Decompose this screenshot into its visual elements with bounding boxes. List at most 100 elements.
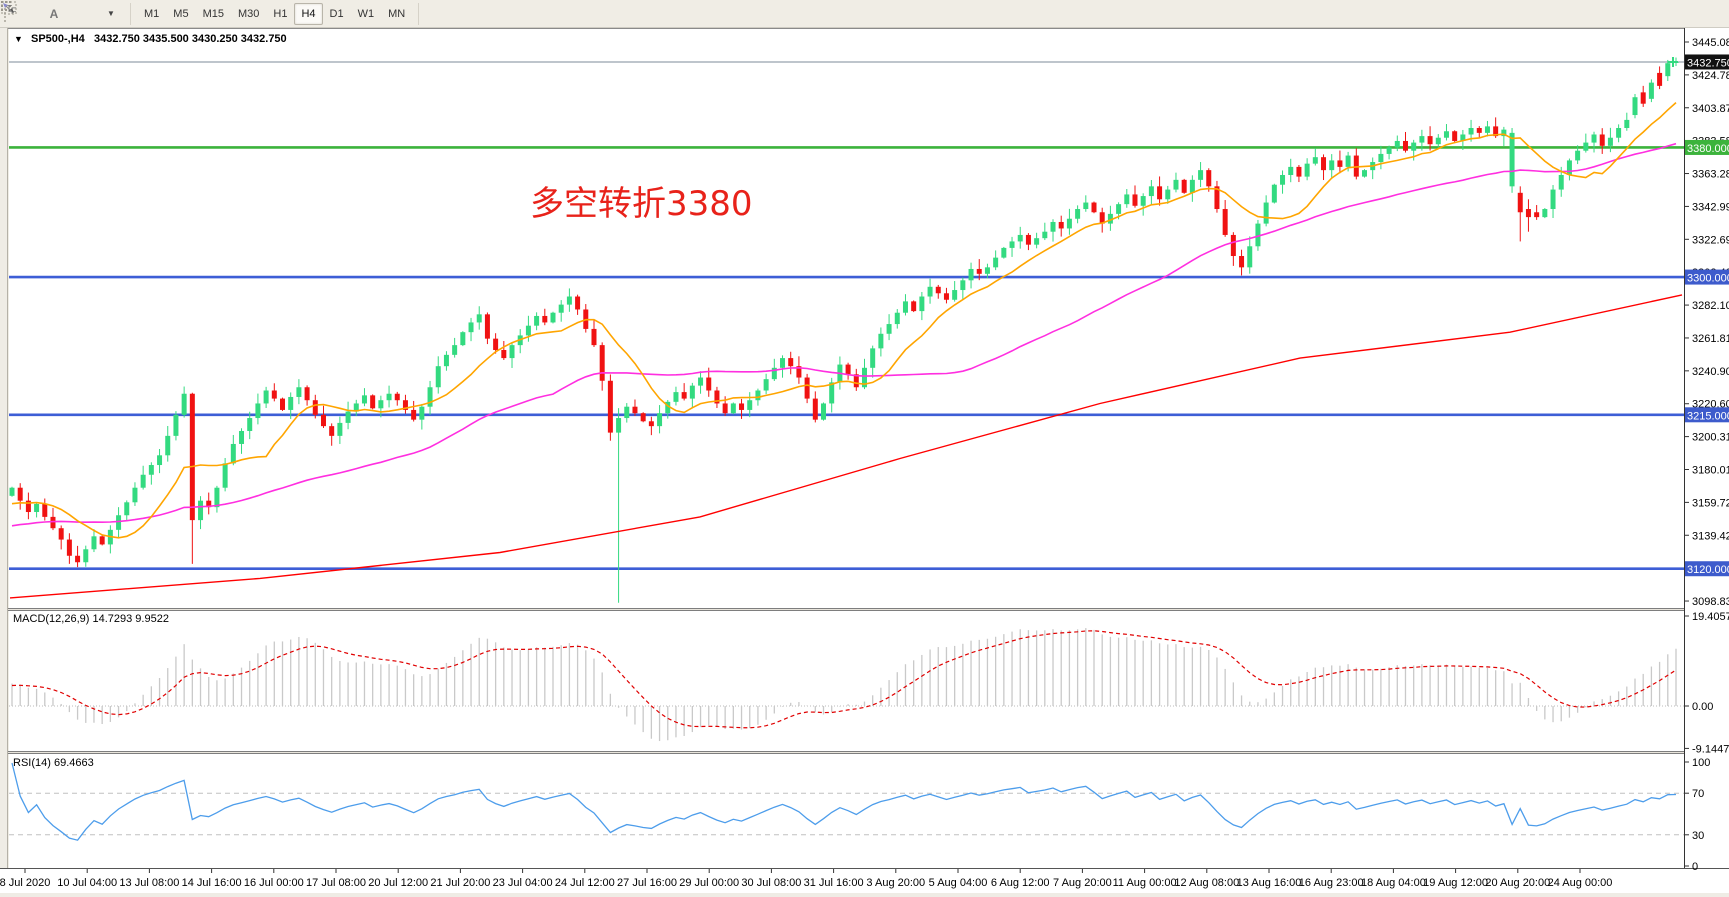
candle (689, 385, 695, 399)
candle (320, 414, 326, 427)
candle (1124, 194, 1130, 205)
candle (1247, 246, 1253, 268)
candle (1575, 150, 1581, 161)
candle (255, 403, 261, 419)
svg-text:3215.000: 3215.000 (1687, 410, 1729, 422)
macd-signal-line (11, 630, 1677, 729)
text-a-icon[interactable]: A (49, 6, 59, 21)
candle (484, 314, 490, 339)
timeframe-button-mn[interactable]: MN (388, 7, 406, 20)
chart-ohlc: 3432.750 3435.500 3430.250 3432.750 (93, 33, 287, 45)
dropdown-caret-icon[interactable]: ▼ (107, 9, 115, 18)
candle (222, 463, 228, 488)
timeframe-button-d1[interactable]: D1 (329, 7, 344, 20)
candle (1066, 218, 1072, 229)
candle (1402, 140, 1408, 151)
candle (968, 268, 974, 281)
candle (288, 396, 294, 410)
candle (771, 367, 777, 380)
candle (1107, 213, 1113, 224)
candle (1484, 126, 1490, 133)
candle (673, 392, 679, 402)
candle (509, 345, 515, 359)
candle (607, 380, 613, 433)
candle (739, 403, 745, 410)
candle (99, 536, 105, 545)
candle (1025, 234, 1031, 245)
text-box-icon[interactable]: T (1, 1, 95, 26)
timeframe-button-m1[interactable]: M1 (144, 7, 160, 20)
candle (1345, 155, 1351, 167)
candle (1214, 186, 1220, 210)
candle (755, 390, 761, 401)
time-axis-label: 29 Jul 00:00 (679, 877, 739, 889)
svg-text:3432.750: 3432.750 (1687, 57, 1729, 69)
timeframe-button-m30[interactable]: M30 (237, 7, 260, 20)
candle (58, 528, 64, 540)
candle (861, 367, 867, 388)
candle (370, 395, 376, 409)
chart-symbol: SP500-,H4 (30, 33, 85, 45)
timeframe-button-h4[interactable]: H4 (294, 2, 323, 25)
candle (42, 503, 48, 517)
candle (1034, 238, 1040, 245)
candle (952, 290, 958, 300)
time-axis-label: 23 Jul 04:00 (493, 877, 553, 889)
candle (714, 390, 720, 404)
candle (935, 286, 941, 294)
candle (1198, 170, 1204, 180)
candle (1452, 131, 1458, 141)
timeframe-button-w1[interactable]: W1 (357, 7, 375, 20)
candle (1075, 209, 1081, 219)
collapse-triangle-icon[interactable]: ▼ (14, 34, 23, 44)
candle (1616, 128, 1622, 138)
candle (1648, 82, 1654, 99)
level-price-badge (1685, 561, 1729, 577)
candle (1288, 166, 1294, 175)
y-axis-tick: 3445.080 (1692, 37, 1729, 49)
timeframe-button-m15[interactable]: M15 (202, 7, 224, 20)
time-axis-label: 24 Jul 12:00 (555, 877, 615, 889)
candle (534, 315, 540, 326)
macd-histogram (11, 628, 1677, 742)
time-axis-label: 11 Aug 00:00 (1113, 877, 1177, 889)
candle (993, 257, 999, 268)
level-price-badge (1685, 269, 1729, 285)
candle (427, 387, 433, 407)
candles-group (9, 57, 1679, 603)
candle (83, 549, 89, 563)
candle (763, 379, 769, 391)
candle (657, 413, 663, 427)
candle (132, 487, 138, 503)
candle (1099, 212, 1105, 224)
level-price-badge (1685, 407, 1729, 423)
candle (632, 406, 638, 414)
candle (1550, 189, 1556, 210)
candle (591, 328, 597, 346)
time-axis-label: 12 Aug 08:00 (1174, 877, 1239, 889)
candle (1435, 137, 1441, 145)
chart-text-annotation[interactable]: 多空转折3380 (530, 184, 753, 224)
rsi-scale-tick: 70 (1692, 788, 1704, 800)
candle (1632, 97, 1638, 116)
candle (870, 348, 876, 368)
candle (845, 364, 851, 375)
candle (468, 322, 474, 333)
candle (1460, 134, 1466, 141)
candle (886, 324, 892, 334)
svg-text:F: F (11, 6, 17, 16)
candle (1017, 234, 1023, 242)
candle (853, 374, 859, 388)
candle (25, 500, 31, 513)
candle (230, 443, 236, 464)
candle (706, 377, 712, 391)
time-axis-label: 24 Aug 00:00 (1548, 877, 1613, 889)
candle (1640, 92, 1646, 104)
macd-scale-tick: -9.1447 (1692, 743, 1729, 755)
timeframe-button-m5[interactable]: M5 (173, 7, 189, 20)
timeframe-button-h1[interactable]: H1 (273, 7, 288, 20)
cursor-arrows-icon[interactable]: ▼ (3, 2, 123, 26)
timeframe-group: M1 M5 M15 M30 H1 H4 D1 W1 MN (137, 2, 412, 25)
candle (1132, 194, 1138, 206)
